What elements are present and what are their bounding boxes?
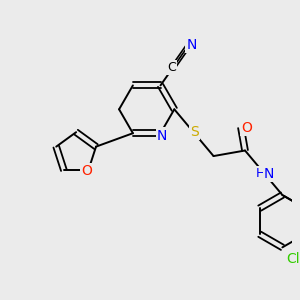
Text: O: O [241,121,252,135]
Text: S: S [190,124,199,139]
Text: C: C [167,61,176,74]
Text: H: H [256,167,265,180]
Text: Cl: Cl [286,252,299,266]
Text: O: O [82,164,92,178]
Text: N: N [186,38,197,52]
Text: N: N [157,128,167,142]
Text: N: N [264,167,274,181]
